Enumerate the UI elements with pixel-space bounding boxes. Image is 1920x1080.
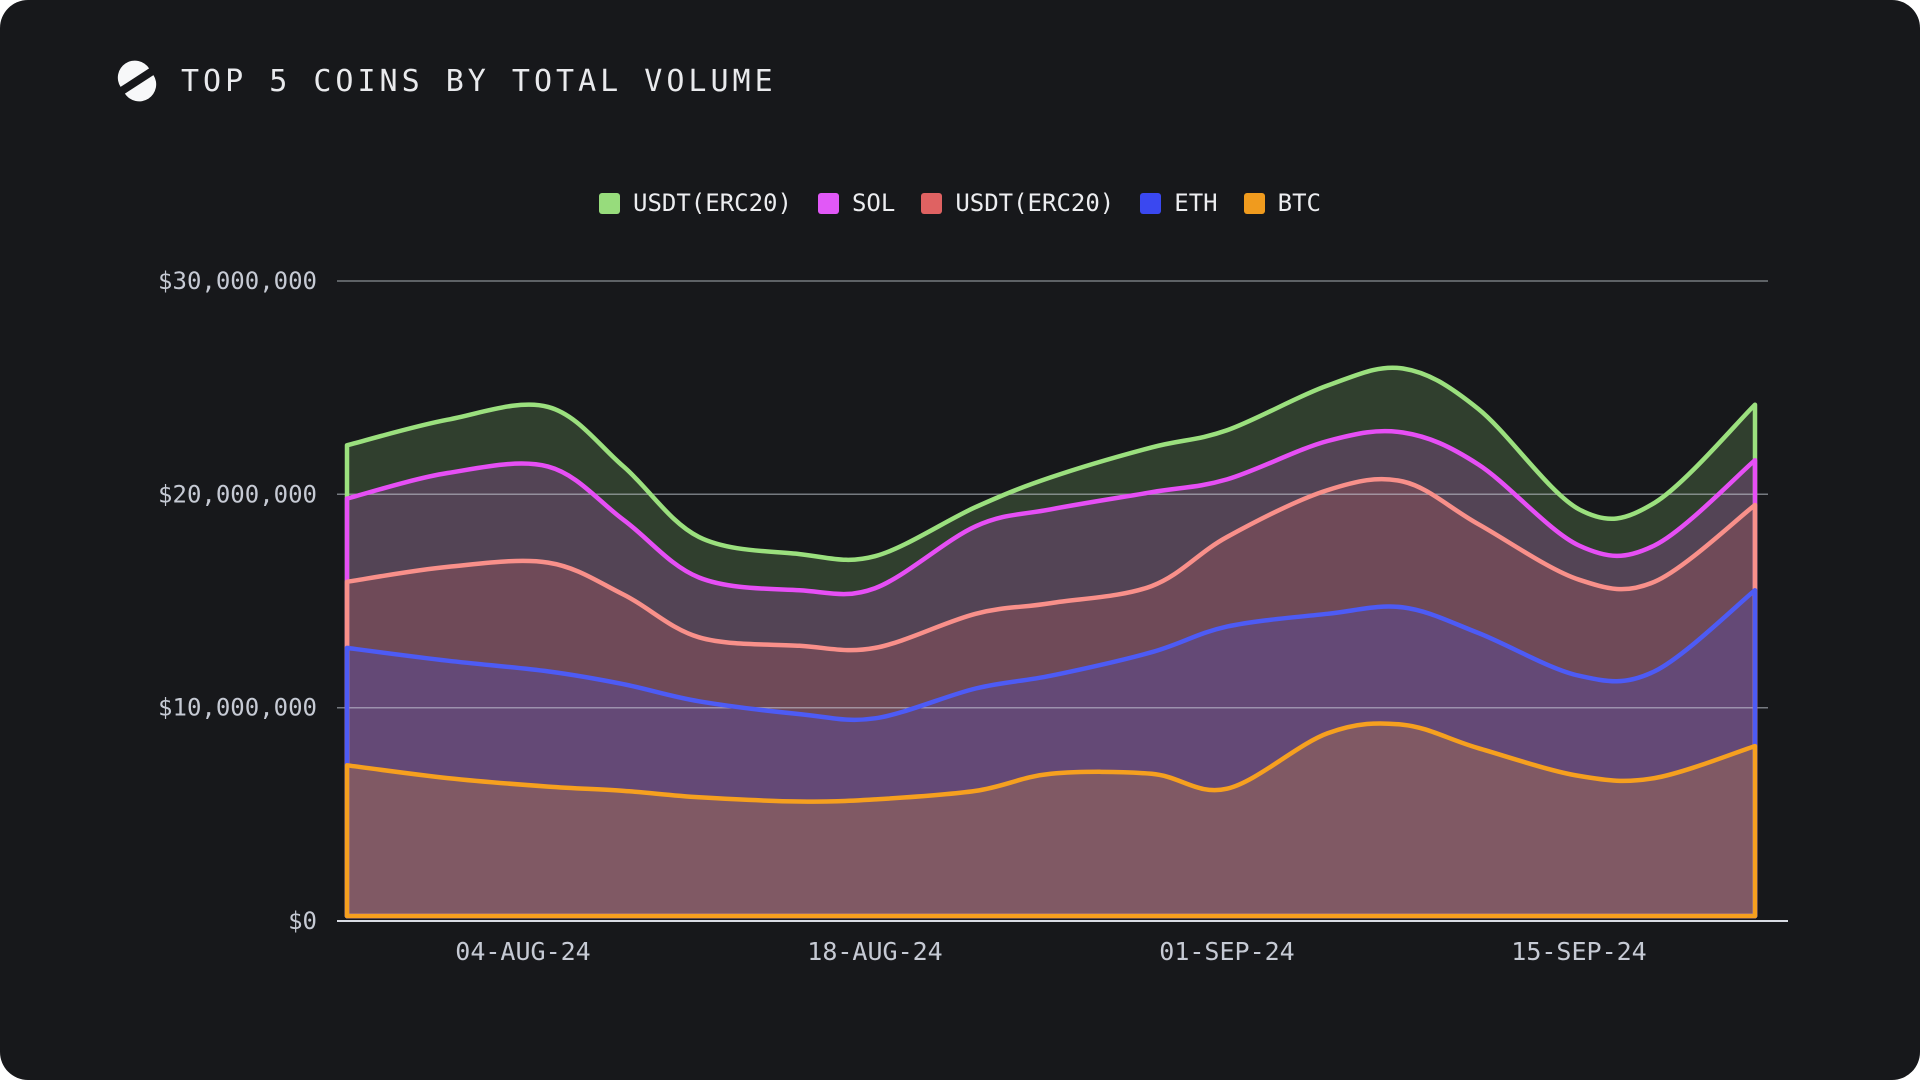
legend-swatch-icon: [1243, 192, 1265, 214]
legend-label: USDT(ERC20): [955, 189, 1115, 217]
legend-label: ETH: [1174, 189, 1218, 217]
legend-swatch-icon: [599, 192, 620, 214]
legend-label: USDT(ERC20): [633, 189, 792, 217]
x-axis-tick-label: 18-AUG-24: [807, 937, 942, 966]
legend-item-sol[interactable]: SOL: [817, 189, 896, 217]
y-axis: $0 $10,000,000 $20,000,000 $30,000,000: [158, 267, 317, 935]
y-axis-tick-label: $0: [288, 907, 317, 935]
legend-swatch-icon: [1140, 192, 1162, 214]
legend-item-usdt-erc20-1[interactable]: USDT(ERC20): [599, 191, 792, 215]
area-fill-eth[interactable]: [347, 590, 1755, 916]
legend-swatch-icon: [817, 192, 839, 214]
legend-label: BTC: [1277, 189, 1321, 217]
y-axis-tick-label: $30,000,000: [158, 267, 317, 295]
series-line-eth[interactable]: [344, 588, 1758, 919]
series-line-usdt-erc20-[interactable]: [344, 365, 1758, 919]
y-axis-tick-label: $20,000,000: [158, 480, 317, 508]
chart-gridlines: [337, 280, 1788, 922]
split-circle-logo-icon: [117, 60, 157, 102]
legend-item-eth[interactable]: ETH: [1140, 189, 1218, 217]
series-line-usdt-erc20-[interactable]: [344, 476, 1758, 919]
chart-area-fills: [347, 367, 1755, 916]
chart-area-lines: [344, 365, 1758, 919]
x-axis-tick-label: 01-SEP-24: [1159, 937, 1294, 966]
legend-label: SOL: [851, 189, 896, 217]
header: TOP 5 COINS BY TOTAL VOLUME: [105, 49, 777, 113]
x-axis: 04-AUG-24 18-AUG-24 01-SEP-24 15-SEP-24: [455, 937, 1646, 966]
y-axis-tick-label: $10,000,000: [158, 694, 317, 722]
legend-item-btc[interactable]: BTC: [1243, 189, 1321, 217]
area-fill-usdt-erc20-[interactable]: [347, 367, 1755, 916]
page-title: TOP 5 COINS BY TOTAL VOLUME: [181, 63, 777, 99]
x-axis-tick-label: 04-AUG-24: [455, 937, 590, 966]
series-line-btc[interactable]: [344, 721, 1758, 919]
chart-legend: USDT(ERC20) SOL USDT(ERC20) ETH BTC: [0, 191, 1920, 215]
series-line-sol[interactable]: [344, 428, 1758, 919]
legend-item-usdt-erc20-2[interactable]: USDT(ERC20): [921, 191, 1114, 215]
area-fill-usdt-erc20-[interactable]: [347, 479, 1755, 916]
area-fill-btc[interactable]: [347, 723, 1755, 916]
legend-swatch-icon: [921, 192, 943, 214]
x-axis-tick-label: 15-SEP-24: [1511, 937, 1646, 966]
